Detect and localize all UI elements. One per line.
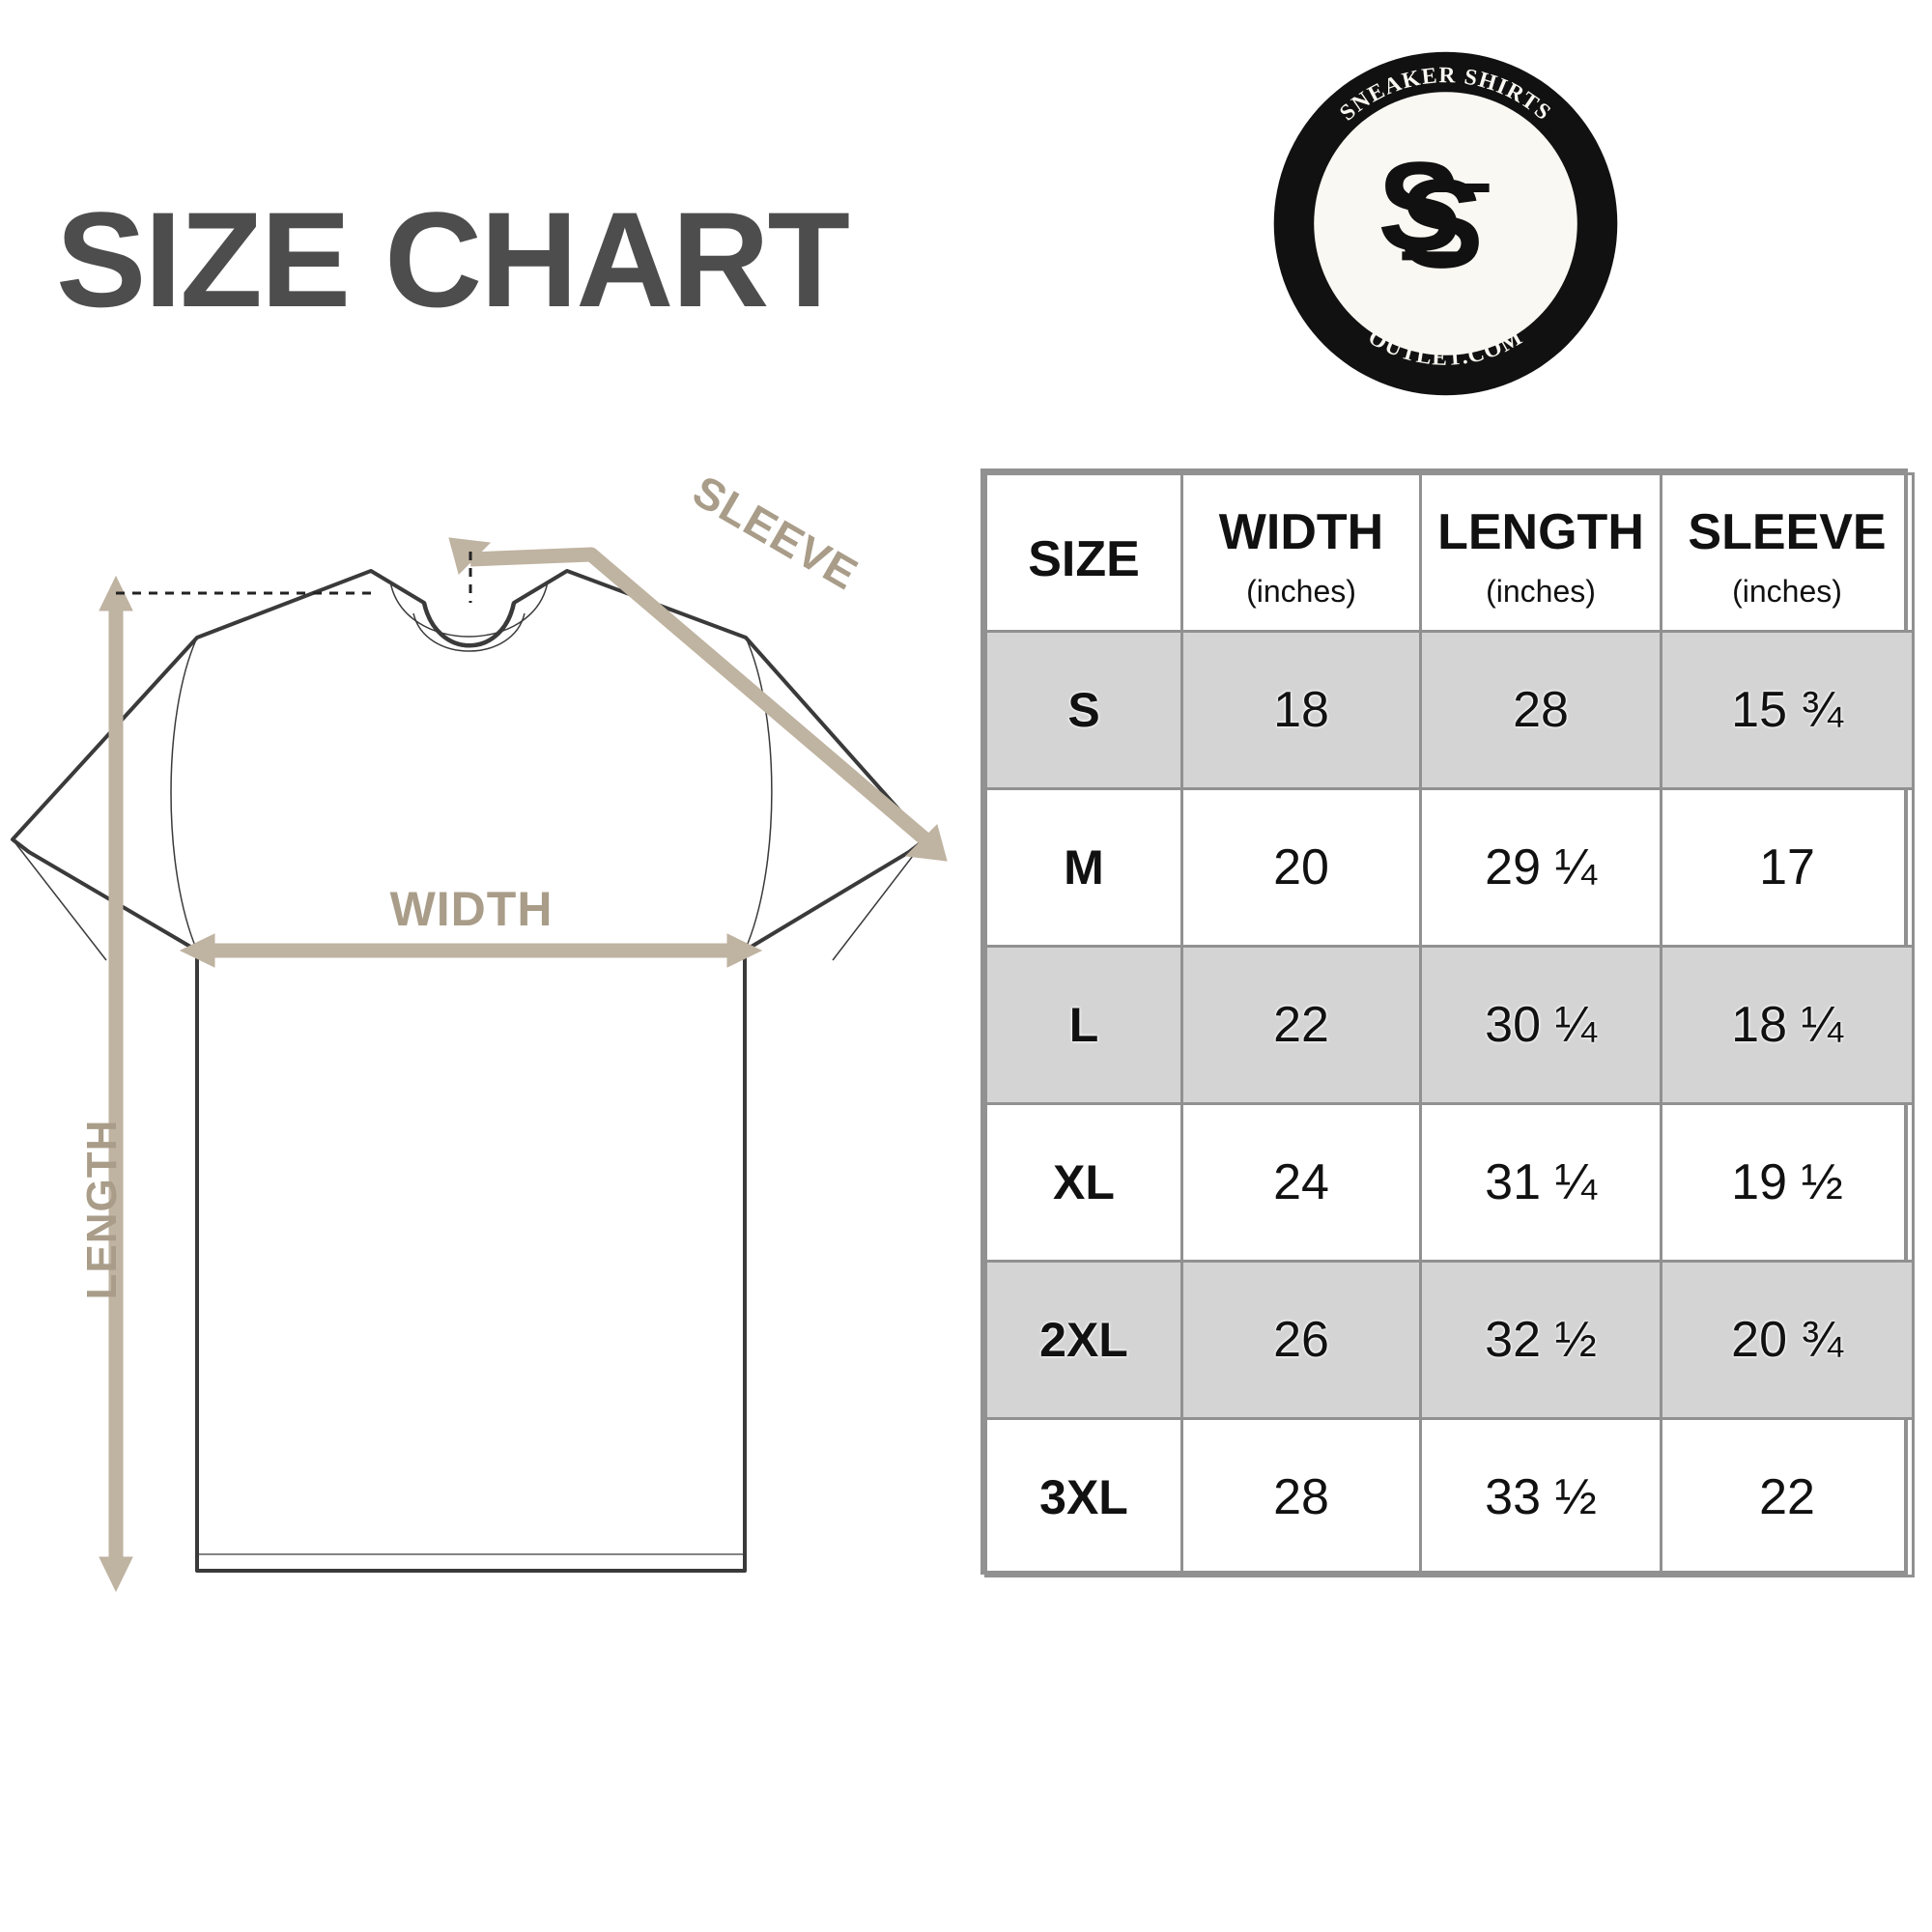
svg-text:LENGTH: LENGTH xyxy=(78,1120,126,1300)
svg-text:S: S xyxy=(1400,154,1484,295)
svg-text:SLEEVE: SLEEVE xyxy=(685,466,867,600)
svg-text:WIDTH: WIDTH xyxy=(390,882,554,936)
